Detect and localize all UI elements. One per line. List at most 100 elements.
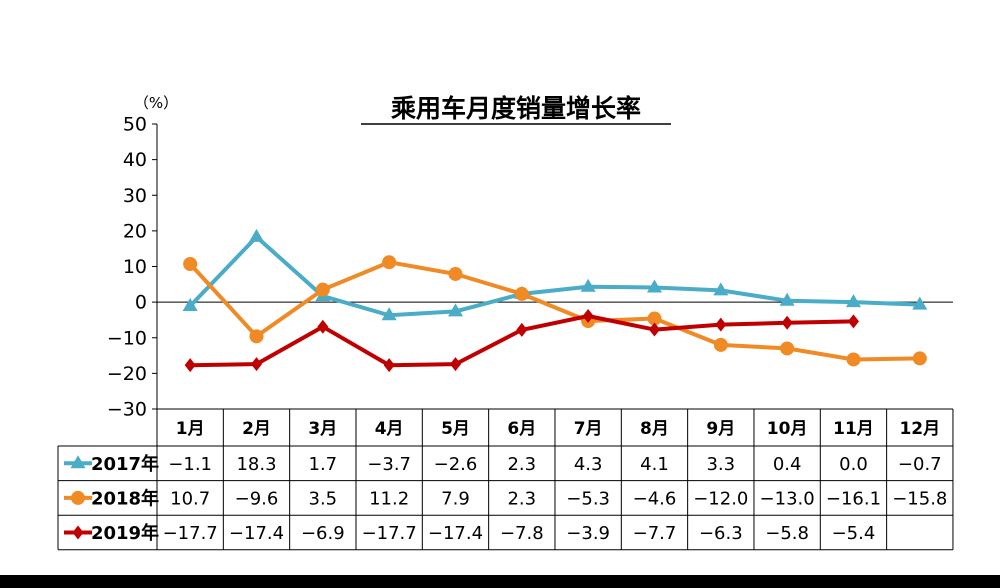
x-tick-label: 9月	[706, 419, 735, 439]
data-label: −4.6	[633, 488, 677, 509]
data-table: 1月 2月 3月 4月 5月 6月 7月 8月 9月 10月 11月 12月 2017年 −1.1 18.3…	[57, 408, 954, 551]
data-point	[315, 282, 330, 297]
x-tick-label: 2月	[242, 419, 271, 439]
data-label: −12.0	[693, 488, 748, 509]
data-point	[447, 303, 463, 317]
data-label: −3.9	[566, 523, 610, 544]
data-label: 3.3	[706, 454, 735, 475]
x-tick-label: 4月	[375, 419, 404, 439]
data-label: −13.0	[760, 488, 815, 509]
data-label: −17.7	[362, 523, 417, 544]
y-tick-label: −20	[107, 363, 147, 385]
data-label: −6.9	[301, 523, 345, 544]
data-label: −9.6	[235, 488, 279, 509]
data-label: 4.3	[574, 454, 603, 475]
data-point	[382, 255, 397, 270]
data-label: 10.7	[170, 488, 210, 509]
y-tick-label: −30	[107, 399, 147, 421]
y-unit-label: （%）	[134, 94, 178, 112]
y-tick-label: 40	[123, 149, 147, 171]
data-point	[713, 337, 728, 352]
data-point	[846, 352, 861, 367]
data-label: −17.4	[428, 523, 483, 544]
series-line-2017年	[188, 234, 920, 318]
data-point	[648, 322, 660, 337]
y-tick-label: 0	[135, 292, 147, 314]
data-point	[514, 286, 529, 301]
data-point	[250, 357, 262, 372]
data-label: 7.9	[441, 488, 470, 509]
data-point	[248, 228, 264, 242]
x-tick-label: 11月	[833, 419, 874, 439]
data-point	[779, 292, 795, 306]
data-point	[580, 278, 596, 292]
data-point	[781, 315, 793, 330]
data-point	[847, 314, 859, 329]
y-tick-label: 50	[123, 114, 147, 136]
data-point	[383, 358, 395, 373]
data-label: 11.2	[369, 488, 409, 509]
data-label: −2.6	[434, 454, 478, 475]
data-label: −7.8	[500, 523, 544, 544]
data-label: 3.5	[309, 488, 338, 509]
x-tick-label: 8月	[640, 419, 669, 439]
series-line-2018年	[188, 260, 920, 362]
legend-key-marker	[71, 490, 85, 505]
y-tick-label: 30	[123, 185, 147, 207]
y-tick-label: −10	[107, 327, 147, 349]
data-point	[715, 317, 727, 332]
data-point	[516, 322, 528, 337]
data-point	[182, 298, 198, 312]
data-point	[184, 358, 196, 373]
data-label: 2.3	[507, 488, 536, 509]
data-label: −5.4	[832, 523, 876, 544]
x-tick-label: 10月	[767, 419, 808, 439]
data-point	[713, 282, 729, 296]
data-point	[249, 329, 264, 344]
x-tick-label: 5月	[441, 419, 470, 439]
x-tick-label: 12月	[899, 419, 940, 439]
data-label: 2.3	[507, 454, 536, 475]
data-label: −17.7	[163, 523, 218, 544]
data-label: −17.4	[229, 523, 284, 544]
data-point	[845, 294, 861, 308]
bottom-border	[0, 575, 1000, 588]
legend-label: 2018年	[91, 487, 159, 509]
data-label: −1.1	[168, 454, 212, 475]
x-tick-label: 3月	[308, 419, 337, 439]
legend-label: 2019年	[91, 522, 159, 544]
y-tick-label: 20	[123, 220, 147, 242]
x-tick-label: 1月	[176, 419, 205, 439]
legend-key-marker	[72, 525, 84, 540]
data-point	[183, 257, 198, 272]
data-label: 0.4	[773, 454, 802, 475]
data-point	[647, 311, 662, 326]
data-point	[449, 357, 461, 372]
legend-key-marker	[70, 455, 86, 469]
data-label: −6.3	[699, 523, 743, 544]
data-label: 4.1	[640, 454, 669, 475]
data-label: −0.7	[898, 454, 942, 475]
data-label: 0.0	[839, 454, 868, 475]
data-label: −5.8	[765, 523, 809, 544]
data-point	[780, 341, 795, 356]
data-label: 18.3	[236, 454, 276, 475]
data-label: −7.7	[633, 523, 677, 544]
legend-label: 2017年	[91, 453, 159, 475]
data-label: −3.7	[367, 454, 411, 475]
data-point	[646, 279, 662, 293]
x-tick-label: 6月	[507, 419, 536, 439]
data-label: −15.8	[892, 488, 947, 509]
data-point	[381, 307, 397, 321]
x-tick-label: 7月	[574, 419, 603, 439]
chart-title: 乘用车月度销量增长率	[391, 94, 641, 123]
data-point	[912, 351, 927, 366]
data-label: 1.7	[309, 454, 338, 475]
y-tick-label: 10	[123, 256, 147, 278]
data-point	[448, 266, 463, 281]
data-point	[912, 296, 928, 310]
data-point	[317, 319, 329, 334]
data-label: −16.1	[826, 488, 881, 509]
data-label: −5.3	[566, 488, 610, 509]
